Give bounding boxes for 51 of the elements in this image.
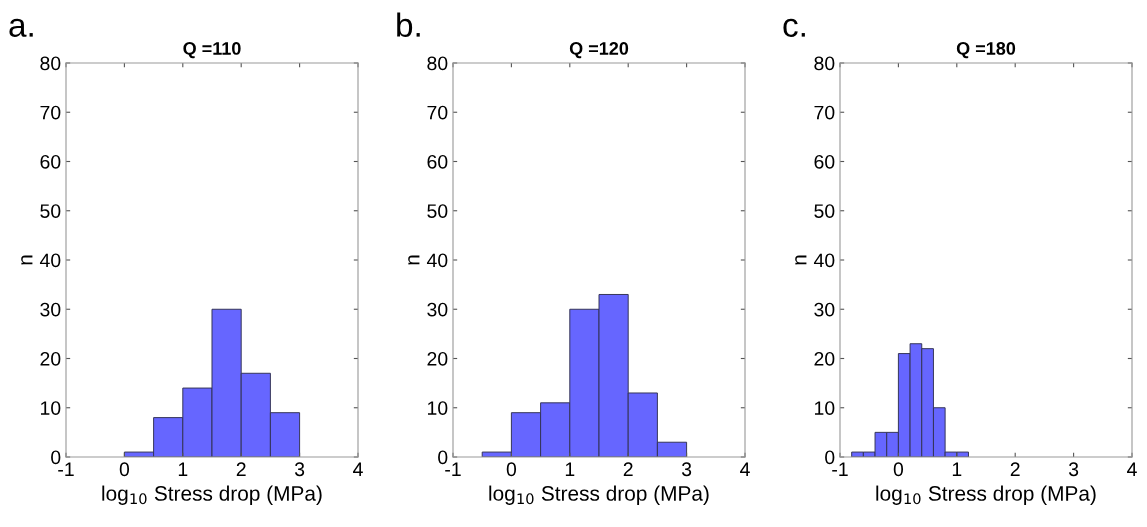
x-tick-label: 0 [893,462,904,477]
y-tick-label: 70 [814,105,835,120]
x-axis-title: log$_{10}$ Stress drop (MPa) [489,485,709,505]
y-tick-label: 20 [814,351,835,366]
y-tick-label: 40 [426,253,448,268]
x-axis-title: log$_{10}$ Stress drop (MPa) [102,485,322,505]
y-tick-label: 80 [40,56,61,71]
y-tick-label: 30 [40,302,61,317]
y-tick-label: 50 [814,204,835,218]
x-tick-label: 3 [1068,462,1079,477]
y-tick-label: 10 [428,401,448,415]
y-tick-label: 60 [814,154,835,169]
x-tick-label: 4 [1127,462,1137,476]
y-tick-label: 70 [427,105,448,120]
x-tick-label: 4 [353,462,363,476]
y-tick-label: 70 [40,105,61,120]
y-tick-label: 60 [40,154,61,169]
y-tick-label: 40 [813,253,835,268]
y-tick-label: 50 [40,204,61,218]
chart-title: Q =120 [569,42,629,59]
x-axis-title: log$_{10}$ Stress drop (MPa) [876,485,1096,505]
text: a. [9,18,33,37]
chart-title: Q =180 [956,42,1016,59]
chart-title: Q =110 [183,42,241,59]
y-tick-label: 40 [39,253,61,268]
y-axis-title: n [408,255,420,265]
x-tick-label: 0 [506,462,517,477]
x-tick-label: 3 [681,462,692,477]
x-tick-label: 3 [294,462,305,477]
x-tick-label: 0 [119,462,130,477]
y-tick-label: 80 [814,56,835,71]
y-tick-label: 20 [40,351,61,366]
text: c. [783,18,805,37]
x-tick-label: 2 [623,462,633,476]
x-tick-label: 1 [178,462,188,476]
y-axis-title: n [21,255,33,265]
x-tick-label: 2 [1010,462,1020,476]
y-tick-label: 80 [427,56,448,71]
x-tick-label: 4 [740,462,750,476]
x-tick-label: 1 [952,462,962,476]
y-tick-label: 10 [815,401,835,415]
y-tick-label: 10 [41,401,61,415]
y-tick-label: 30 [814,302,835,317]
y-tick-label: 30 [427,302,448,317]
y-axis-title: n [795,255,807,265]
x-tick-label: 1 [565,462,575,476]
x-tick-label: 2 [236,462,246,476]
text: b. [397,12,420,37]
y-tick-label: 50 [427,204,448,218]
y-tick-label: 60 [427,154,448,169]
y-tick-label: 20 [427,351,448,366]
